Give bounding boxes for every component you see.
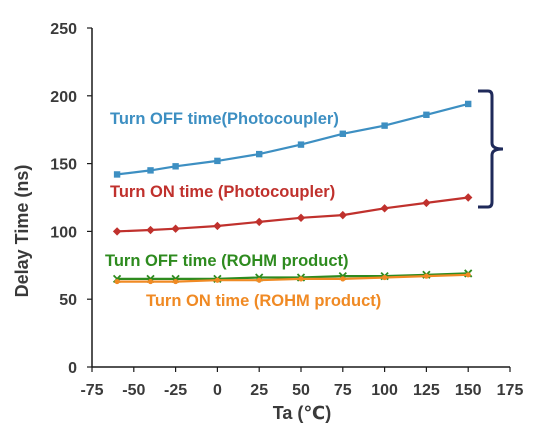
data-point <box>464 193 473 202</box>
series-line <box>117 273 469 283</box>
x-tick-label: -25 <box>164 382 187 399</box>
data-point <box>465 272 471 278</box>
y-tick-label: 200 <box>50 89 77 106</box>
data-point <box>147 167 154 174</box>
photocoupler-brace <box>478 89 504 209</box>
data-point <box>382 274 388 281</box>
data-point <box>423 111 430 118</box>
data-point <box>297 141 305 148</box>
x-tick-label: -50 <box>122 382 145 399</box>
series-line <box>117 272 469 280</box>
data-point <box>114 278 120 285</box>
data-point <box>214 277 220 283</box>
y-tick-label: 0 <box>68 360 77 377</box>
x-tick-label: -75 <box>80 382 103 399</box>
y-tick-label: 250 <box>50 21 77 38</box>
data-point <box>113 171 121 178</box>
data-point <box>213 221 222 231</box>
data-point <box>146 225 155 235</box>
y-axis-label: Delay Time (ns) <box>12 165 32 298</box>
series-line <box>117 196 469 233</box>
series-turn-off-time-photocoupler <box>113 100 472 178</box>
data-point <box>147 278 154 285</box>
data-point <box>256 277 262 283</box>
data-point <box>338 210 347 220</box>
x-tick-label: 75 <box>334 382 352 399</box>
series-label: Turn ON time (Photocoupler) <box>110 183 335 201</box>
x-tick-label: 125 <box>413 382 440 399</box>
y-tick-label: 50 <box>59 292 77 309</box>
series-line <box>116 102 469 176</box>
data-point <box>298 276 304 282</box>
data-point <box>255 217 264 227</box>
x-tick-label: 100 <box>371 382 398 399</box>
series-label: Turn ON time (ROHM product) <box>146 292 381 310</box>
series-label: Turn OFF time (ROHM product) <box>105 252 349 270</box>
data-point <box>214 157 221 165</box>
series-layer <box>112 100 473 285</box>
y-tick-label: 150 <box>50 157 77 174</box>
series-labels: Turn OFF time(Photocoupler) Turn ON time … <box>105 110 381 310</box>
data-point <box>422 198 431 208</box>
x-axis-label: Ta (℃) <box>273 403 331 423</box>
data-point <box>465 100 472 108</box>
data-point <box>339 130 346 137</box>
x-tick-label: 175 <box>497 382 524 399</box>
series-label: Turn OFF time(Photocoupler) <box>110 110 339 128</box>
data-point <box>381 122 388 129</box>
x-tick-label: 0 <box>213 382 222 399</box>
data-point <box>172 163 179 170</box>
data-point <box>423 273 429 279</box>
x-tick-label: 25 <box>250 382 268 399</box>
data-point <box>256 150 263 158</box>
axes: 0 50 100 150 200 250 -75 -50 -25 0 25 50 75 100 125 150… <box>50 21 523 399</box>
x-tick-label: 150 <box>455 382 482 399</box>
y-tick-label: 100 <box>50 224 77 241</box>
data-point <box>112 227 122 236</box>
data-point <box>380 204 389 213</box>
series-turn-on-time-photocoupler <box>112 193 473 236</box>
data-point <box>173 278 179 285</box>
data-point <box>171 224 180 233</box>
x-tick-label: 50 <box>292 382 310 399</box>
data-point <box>296 213 306 223</box>
series-turn-on-time-rohm-product <box>114 272 471 285</box>
data-point <box>340 276 346 282</box>
